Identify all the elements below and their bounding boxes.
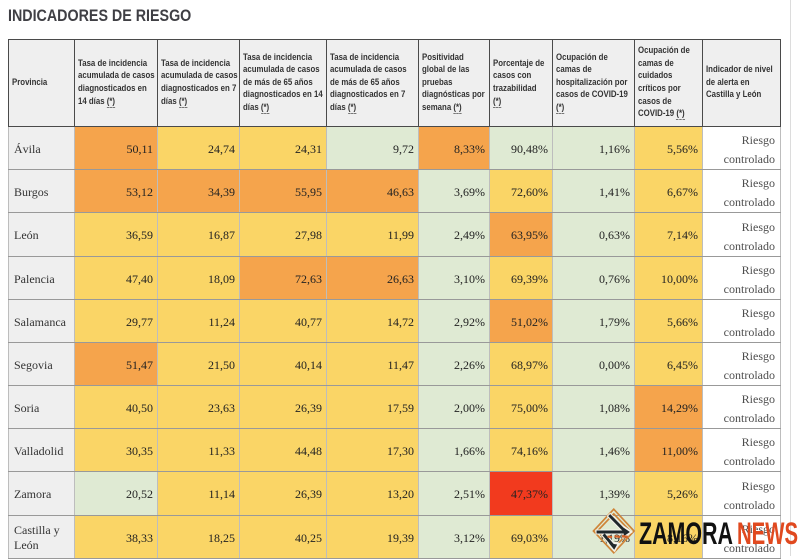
svg-text:NEWS: NEWS <box>737 515 798 551</box>
svg-text:ZAMORA: ZAMORA <box>639 515 733 551</box>
